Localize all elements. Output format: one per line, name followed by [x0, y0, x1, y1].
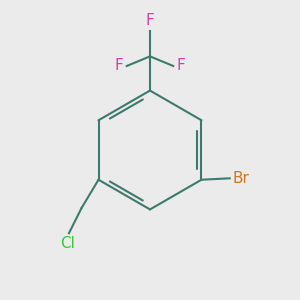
Text: F: F [146, 13, 154, 28]
Text: F: F [177, 58, 186, 74]
Text: Cl: Cl [60, 236, 75, 251]
Text: Br: Br [232, 171, 249, 186]
Text: F: F [114, 58, 123, 74]
